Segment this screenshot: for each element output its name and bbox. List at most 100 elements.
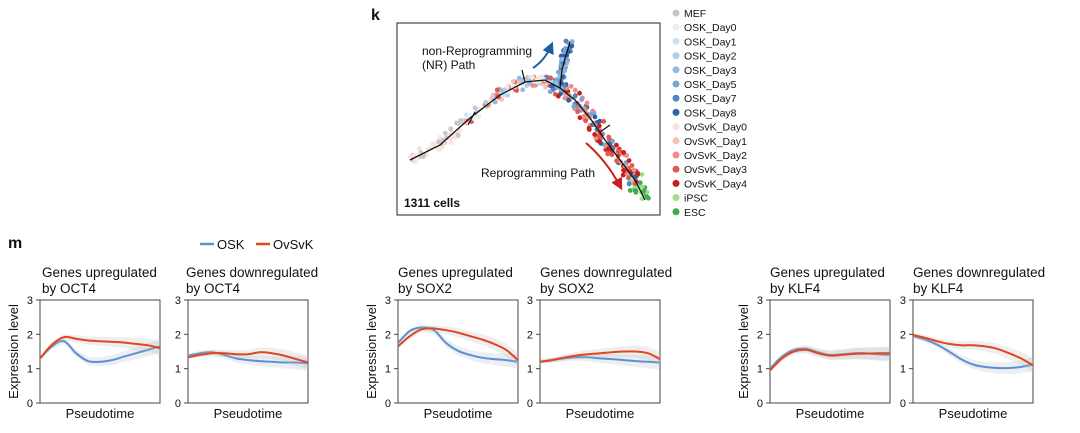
trajectory-point: [448, 126, 454, 132]
legend-label: OSK_Day5: [684, 79, 737, 91]
trajectory-point: [430, 141, 436, 147]
trajectory-point: [505, 92, 510, 98]
trajectory-point: [610, 138, 616, 144]
trajectory-point: [562, 95, 568, 101]
series-line-ovsvk: [539, 350, 661, 363]
trajectory-point: [483, 99, 489, 105]
legend-dot: [672, 137, 680, 145]
trajectory-side-branch-1: [521, 69, 526, 83]
y-tick-label: 0: [385, 398, 391, 410]
series-line-ovsvk: [187, 351, 309, 364]
trajectory-point: [454, 120, 459, 126]
trajectory-point: [632, 184, 638, 190]
trajectory-point: [563, 38, 569, 44]
y-tick-label: 3: [27, 295, 33, 307]
trajectory-point: [504, 84, 510, 90]
legend-dot: [672, 23, 680, 31]
chart-title-line2: by SOX2: [540, 281, 594, 296]
trajectory-point: [577, 115, 583, 121]
trajectory-point: [592, 114, 598, 120]
trajectory-point: [621, 149, 627, 155]
trajectory-point: [631, 167, 637, 173]
y-tick-label: 0: [900, 398, 906, 410]
y-axis-label: Expression level: [6, 304, 21, 399]
trajectory-point: [555, 69, 561, 75]
trajectory-point: [617, 148, 623, 154]
legend-label-osk: OSK: [217, 237, 245, 252]
y-axis-label: Expression level: [736, 304, 751, 399]
reprogramming-path-arrow: [585, 142, 623, 191]
nr-path-arrow: [532, 41, 554, 69]
legend-label: OSK_Day8: [684, 107, 737, 119]
chart-title-line2: by OCT4: [42, 281, 97, 296]
trajectory-point: [555, 93, 561, 99]
confidence-band: [770, 345, 890, 371]
x-axis-label: Pseudotime: [939, 406, 1008, 421]
legend-dot: [672, 66, 680, 74]
trajectory-point: [547, 89, 553, 95]
y-tick-label: 0: [27, 398, 33, 410]
legend-label: OSK_Day3: [684, 65, 737, 77]
legend-label: OSK_Day0: [684, 22, 737, 34]
legend-label: OSK_Day1: [684, 36, 737, 48]
chart-title-line2: by SOX2: [398, 281, 452, 296]
legend-label: OSK_Day2: [684, 51, 737, 63]
trajectory-point: [444, 135, 450, 141]
legend-dot: [672, 94, 680, 102]
trajectory-point: [548, 75, 554, 81]
trajectory-point: [476, 114, 482, 120]
trajectory-point: [624, 153, 629, 158]
trajectory-point: [568, 83, 574, 89]
trajectory-point: [614, 142, 619, 148]
y-tick-label: 3: [175, 295, 181, 307]
legend-label: ESC: [684, 207, 706, 219]
chart-title-line1: Genes upregulated: [770, 265, 885, 280]
trajectory-point: [606, 146, 611, 152]
nr-path-label-line2: (NR) Path: [422, 58, 475, 72]
trajectory-point: [477, 106, 483, 112]
trajectory-plot: [407, 38, 651, 202]
legend-label: OvSvK_Day3: [684, 164, 747, 176]
legend-dot: [672, 165, 680, 173]
trajectory-point: [601, 118, 607, 124]
panel-letter-k: k: [371, 7, 380, 24]
trajectory-point: [510, 79, 516, 84]
x-axis-label: Pseudotime: [566, 406, 635, 421]
chart-title-line1: Genes downregulated: [913, 265, 1045, 280]
y-tick-label: 1: [900, 364, 906, 376]
trajectory-point: [639, 172, 645, 177]
legend-dot: [672, 37, 680, 45]
legend-dot: [672, 80, 680, 88]
chart-title-line2: by KLF4: [913, 281, 964, 296]
series-line-osk: [397, 326, 519, 363]
trajectory-point: [455, 133, 461, 138]
trajectory-point: [571, 103, 577, 109]
trajectory-point: [492, 99, 498, 105]
trajectory-point: [637, 180, 643, 186]
trajectory-point: [407, 154, 413, 160]
trajectory-point: [592, 132, 598, 137]
trajectory-point: [621, 167, 626, 173]
trajectory-point: [586, 127, 592, 132]
trajectory-point: [553, 80, 559, 86]
trajectory-point: [584, 100, 590, 106]
chart-title-line1: Genes downregulated: [540, 265, 672, 280]
series-line-ovsvk: [912, 334, 1034, 367]
series-line-osk: [187, 351, 309, 365]
legend-dot: [672, 151, 680, 159]
chart-title-line1: Genes upregulated: [398, 265, 513, 280]
y-tick-label: 1: [757, 364, 763, 376]
trajectory-side-branch-2: [467, 111, 476, 126]
plot-area: [397, 299, 519, 404]
legend-label: OSK_Day7: [684, 93, 737, 105]
plot-area: [539, 299, 661, 404]
trajectory-point: [614, 158, 619, 164]
chart-title-line2: by KLF4: [770, 281, 821, 296]
trajectory-point: [564, 60, 570, 66]
